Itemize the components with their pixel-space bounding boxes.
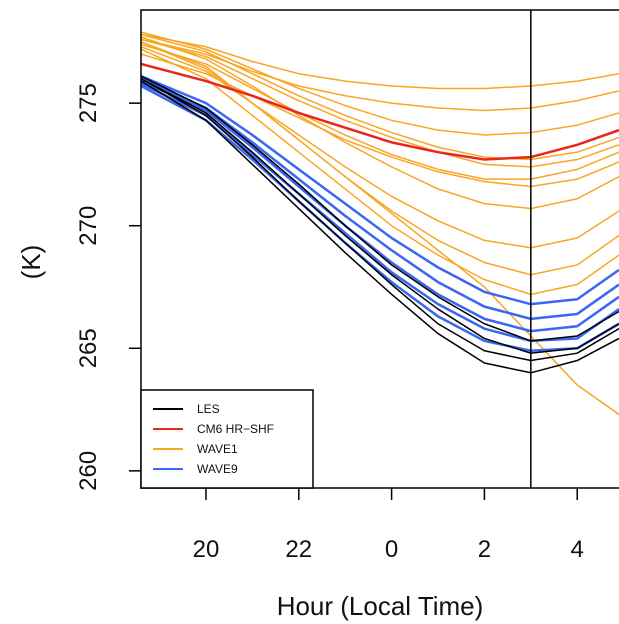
series-line [141,36,619,210]
plot-area [141,31,619,416]
legend-label: WAVE9 [197,462,238,476]
y-tick-label: 265 [75,328,102,368]
y-tick-label: 270 [75,206,102,246]
legend-label: CM6 HR−SHF [197,422,274,436]
series-line [141,77,619,321]
series-line [141,48,619,296]
series-line [141,43,619,180]
series-line [141,62,619,161]
series-line [141,33,619,90]
x-axis-label: Hour (Local Time) [277,591,484,621]
legend: LES CM6 HR−SHF WAVE1 WAVE9 [140,389,314,489]
series-line [141,31,619,136]
series-line [141,75,619,306]
series-line [141,77,619,362]
x-tick-label: 4 [571,536,584,563]
legend-label: LES [197,402,220,416]
series-line [141,33,619,161]
series-line [141,38,619,168]
series-line [141,38,619,112]
x-tick-label: 20 [193,536,220,563]
x-tick-label: 22 [285,536,312,563]
legend-box [140,389,314,489]
series-line [141,75,619,342]
series-line [141,84,619,352]
y-axis-label: (K) [16,245,46,280]
series-line [141,53,619,188]
series-line [141,82,619,343]
y-tick-label: 260 [75,451,102,491]
x-tick-label: 0 [385,536,398,563]
series-line [141,77,619,354]
y-tick-label: 275 [75,83,102,123]
legend-label: WAVE1 [197,442,238,456]
x-tick-label: 2 [478,536,491,563]
series-line [141,79,619,333]
plot-frame [140,9,619,489]
series-line [141,80,619,374]
